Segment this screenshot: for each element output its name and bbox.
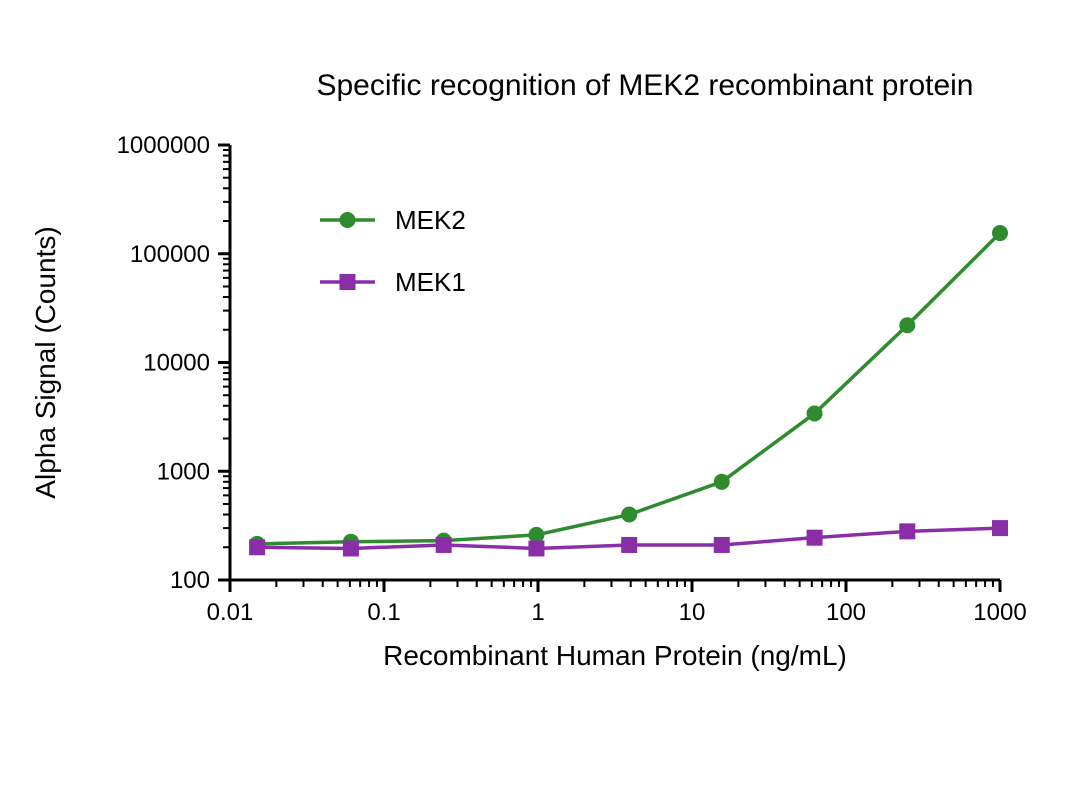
marker-square xyxy=(807,530,823,546)
marker-circle xyxy=(807,405,823,421)
y-tick-label: 1000000 xyxy=(117,132,210,159)
x-tick-label: 1 xyxy=(531,599,544,626)
y-axis-label: Alpha Signal (Counts) xyxy=(30,226,61,498)
legend-marker-circle xyxy=(340,212,356,228)
marker-square xyxy=(436,537,452,553)
chart-title: Specific recognition of MEK2 recombinant… xyxy=(316,69,973,102)
y-tick-label: 1000 xyxy=(157,458,210,485)
y-tick-label: 100 xyxy=(170,567,210,594)
marker-circle xyxy=(714,474,730,490)
marker-square xyxy=(621,537,637,553)
marker-circle xyxy=(992,225,1008,241)
x-axis-label: Recombinant Human Protein (ng/mL) xyxy=(383,640,847,671)
legend-label: MEK1 xyxy=(395,267,466,297)
marker-square xyxy=(249,539,265,555)
chart-svg: Specific recognition of MEK2 recombinant… xyxy=(0,0,1080,795)
legend-label: MEK2 xyxy=(395,205,466,235)
marker-circle xyxy=(899,317,915,333)
x-tick-label: 1000 xyxy=(973,599,1026,626)
marker-square xyxy=(343,540,359,556)
marker-square xyxy=(714,537,730,553)
series-line-mek2 xyxy=(257,233,1000,544)
x-tick-label: 0.01 xyxy=(207,599,254,626)
marker-circle xyxy=(621,507,637,523)
legend-marker-square xyxy=(340,274,356,290)
marker-square xyxy=(992,520,1008,536)
y-tick-label: 100000 xyxy=(130,241,210,268)
x-tick-label: 100 xyxy=(826,599,866,626)
marker-square xyxy=(528,540,544,556)
x-tick-label: 0.1 xyxy=(367,599,400,626)
marker-square xyxy=(899,523,915,539)
x-tick-label: 10 xyxy=(679,599,706,626)
y-tick-label: 10000 xyxy=(143,350,210,377)
